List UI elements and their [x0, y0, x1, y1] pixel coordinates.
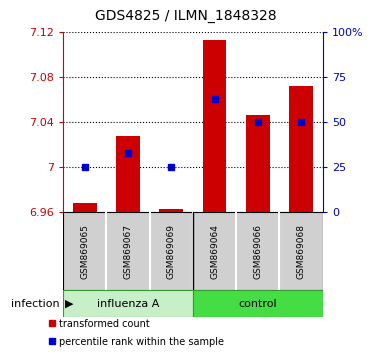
- Text: GSM869068: GSM869068: [297, 224, 306, 279]
- Text: infection: infection: [11, 298, 59, 309]
- FancyBboxPatch shape: [63, 212, 323, 290]
- Bar: [289, 86, 313, 212]
- Text: control: control: [239, 298, 277, 309]
- Text: GSM869066: GSM869066: [253, 224, 262, 279]
- Text: transformed count: transformed count: [59, 319, 150, 329]
- Text: GSM869065: GSM869065: [80, 224, 89, 279]
- FancyBboxPatch shape: [63, 290, 193, 317]
- Text: influenza A: influenza A: [97, 298, 159, 309]
- Text: GSM869069: GSM869069: [167, 224, 176, 279]
- Text: GSM869064: GSM869064: [210, 224, 219, 279]
- Text: GSM869067: GSM869067: [124, 224, 132, 279]
- Text: GDS4825 / ILMN_1848328: GDS4825 / ILMN_1848328: [95, 9, 276, 23]
- FancyBboxPatch shape: [193, 290, 323, 317]
- Bar: [160, 209, 183, 212]
- Text: ▶: ▶: [65, 298, 73, 309]
- Bar: [246, 115, 270, 212]
- Bar: [203, 40, 226, 212]
- Bar: [73, 203, 96, 212]
- Bar: [116, 136, 140, 212]
- Text: percentile rank within the sample: percentile rank within the sample: [59, 337, 224, 347]
